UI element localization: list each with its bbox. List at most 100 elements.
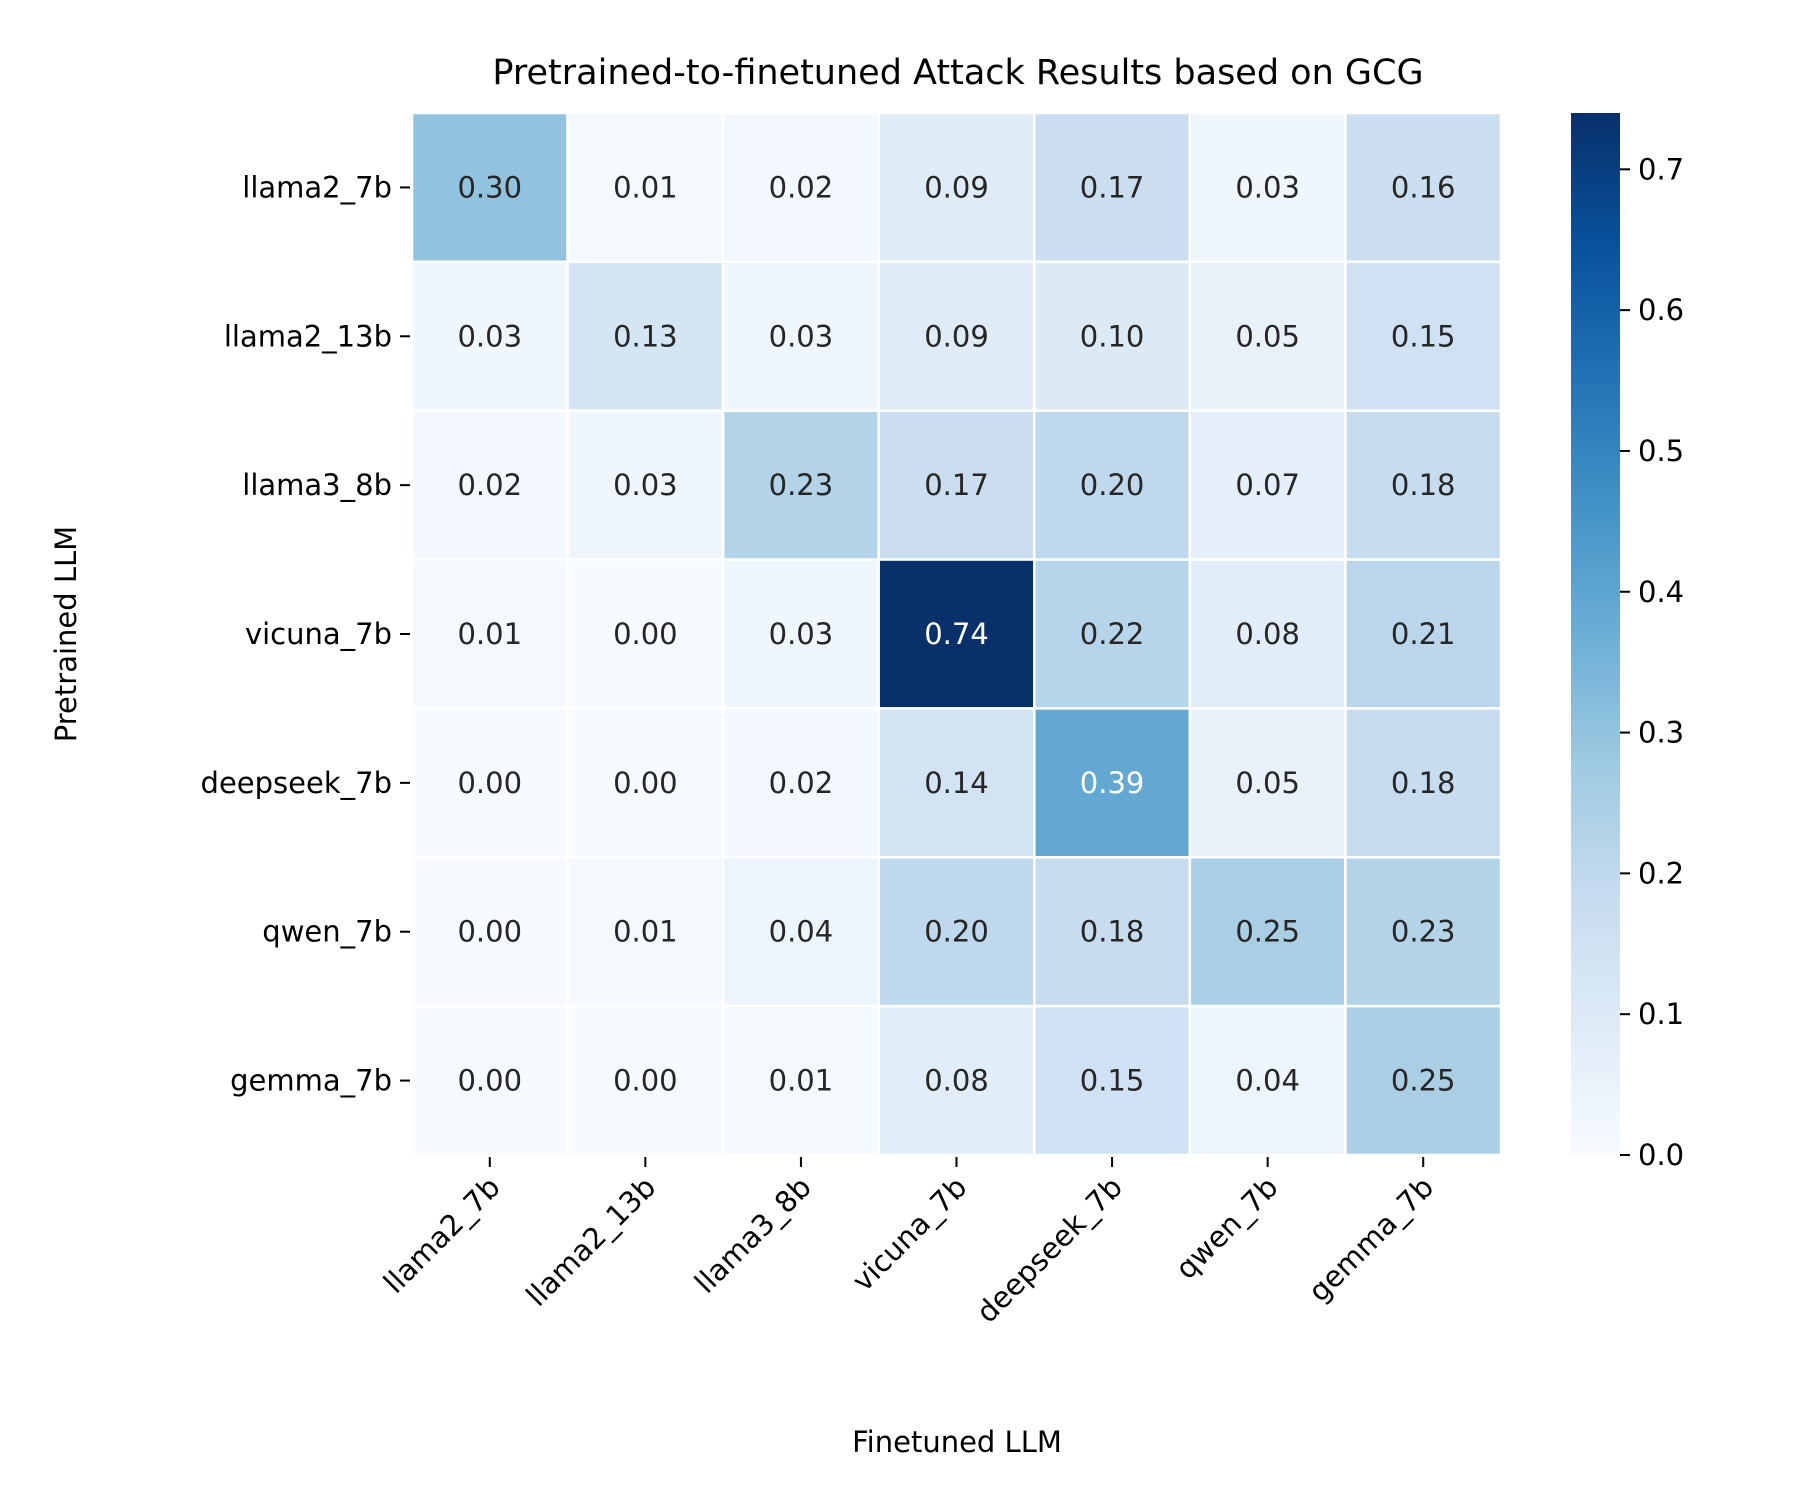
cell-value-label: 0.30 <box>457 170 522 204</box>
heatmap-cell <box>410 856 569 1008</box>
y-axis-label: Pretrained LLM <box>49 526 83 742</box>
cell-value-label: 0.01 <box>457 617 522 651</box>
cell-value-label: 0.22 <box>1080 617 1145 651</box>
colorbar-tick-label: 0.1 <box>1638 997 1684 1031</box>
cell-value-label: 0.20 <box>924 915 989 949</box>
cell-value-label: 0.01 <box>613 170 678 204</box>
cell-value-label: 0.04 <box>1235 1064 1300 1098</box>
heatmap-cell <box>410 707 569 859</box>
heatmap-cell <box>566 111 725 264</box>
cell-value-label: 0.03 <box>769 319 834 353</box>
x-tick-label: llama3_8b <box>688 1170 818 1300</box>
heatmap-cell <box>1033 1004 1192 1157</box>
heatmap-cell <box>1344 260 1503 412</box>
colorbar-tick-label: 0.4 <box>1638 575 1684 609</box>
colorbar-tick-label: 0.7 <box>1638 152 1684 186</box>
x-tick-label: qwen_7b <box>1169 1170 1285 1286</box>
cell-value-label: 0.00 <box>457 766 522 800</box>
heatmap-cell <box>410 558 569 710</box>
y-tick-label: deepseek_7b <box>201 766 392 800</box>
heatmap-cell <box>877 1004 1036 1157</box>
cell-value-label: 0.00 <box>457 1064 522 1098</box>
y-tick-label: llama3_8b <box>242 468 392 502</box>
cell-value-label: 0.00 <box>457 915 522 949</box>
colorbar-tick-label: 0.2 <box>1638 856 1684 890</box>
heatmap-cell <box>1344 856 1503 1008</box>
y-tick-label: llama2_7b <box>242 170 392 204</box>
cell-value-label: 0.21 <box>1391 617 1456 651</box>
heatmap-cell <box>877 856 1036 1008</box>
heatmap-cell <box>566 409 725 561</box>
heatmap-cell <box>1188 409 1347 561</box>
heatmap-cell <box>721 111 880 264</box>
cell-value-label: 0.23 <box>1391 915 1456 949</box>
cell-value-label: 0.25 <box>1391 1064 1456 1098</box>
cell-value-label: 0.15 <box>1391 319 1456 353</box>
cell-value-label: 0.08 <box>1235 617 1300 651</box>
cell-value-label: 0.00 <box>613 766 678 800</box>
cell-value-label: 0.02 <box>769 766 834 800</box>
cell-value-label: 0.01 <box>613 915 678 949</box>
cell-value-label: 0.13 <box>613 319 678 353</box>
heatmap-cell <box>1188 111 1347 264</box>
heatmap-cell <box>721 707 880 859</box>
cell-value-label: 0.18 <box>1391 766 1456 800</box>
x-tick-label: deepseek_7b <box>970 1170 1129 1329</box>
colorbar-tick-label: 0.5 <box>1638 434 1684 468</box>
heatmap-cell <box>1033 856 1192 1008</box>
y-tick-label: llama2_13b <box>224 319 392 353</box>
x-tick-label: llama2_7b <box>377 1170 507 1300</box>
heatmap-cell <box>1344 1004 1503 1157</box>
cell-value-label: 0.08 <box>924 1064 989 1098</box>
cell-value-label: 0.03 <box>457 319 522 353</box>
cell-value-label: 0.07 <box>1235 468 1300 502</box>
heatmap-cell <box>1188 1004 1347 1157</box>
colorbar-tick-label: 0.3 <box>1638 716 1684 750</box>
cell-value-label: 0.05 <box>1235 766 1300 800</box>
colorbar-tick-label: 0.0 <box>1638 1138 1684 1172</box>
heatmap-cell <box>1188 558 1347 710</box>
heatmap-cell <box>410 1004 569 1157</box>
chart-title: Pretrained-to-finetuned Attack Results b… <box>492 53 1423 93</box>
cell-value-label: 0.39 <box>1080 766 1145 800</box>
cell-value-label: 0.20 <box>1080 468 1145 502</box>
cell-value-label: 0.03 <box>769 617 834 651</box>
cell-value-label: 0.16 <box>1391 170 1456 204</box>
cell-value-label: 0.23 <box>769 468 834 502</box>
heatmap-cell <box>721 260 880 412</box>
cell-value-label: 0.09 <box>924 170 989 204</box>
cell-value-label: 0.10 <box>1080 319 1145 353</box>
x-axis-label: Finetuned LLM <box>852 1425 1062 1459</box>
heatmap-cell <box>410 111 569 264</box>
cell-value-label: 0.03 <box>613 468 678 502</box>
colorbar-tick-label: 0.6 <box>1638 293 1684 327</box>
cell-value-label: 0.01 <box>769 1064 834 1098</box>
cell-value-label: 0.17 <box>1080 170 1145 204</box>
cell-value-label: 0.09 <box>924 319 989 353</box>
cell-value-label: 0.03 <box>1235 170 1300 204</box>
heatmap-cell <box>1033 409 1192 561</box>
heatmap-cell <box>877 558 1036 710</box>
heatmap-cell <box>1344 409 1503 561</box>
colorbar <box>1571 113 1620 1155</box>
cell-value-label: 0.02 <box>457 468 522 502</box>
y-tick-label: qwen_7b <box>262 915 392 949</box>
cell-value-label: 0.18 <box>1391 468 1456 502</box>
cell-value-label: 0.17 <box>924 468 989 502</box>
y-tick-label: vicuna_7b <box>245 617 392 651</box>
cell-value-label: 0.25 <box>1235 915 1300 949</box>
heatmap-cell <box>566 856 725 1008</box>
heatmap-cell <box>566 558 725 710</box>
heatmap-cell <box>877 409 1036 561</box>
cell-value-label: 0.00 <box>613 617 678 651</box>
cell-value-label: 0.18 <box>1080 915 1145 949</box>
cell-value-label: 0.02 <box>769 170 834 204</box>
cell-value-label: 0.04 <box>769 915 834 949</box>
heatmap-cell <box>1033 260 1192 412</box>
x-tick-label: gemma_7b <box>1302 1170 1441 1309</box>
x-tick-label: llama2_13b <box>519 1170 662 1313</box>
cell-value-label: 0.15 <box>1080 1064 1145 1098</box>
heatmap-cell <box>721 1004 880 1157</box>
heatmap-cell <box>721 409 880 561</box>
